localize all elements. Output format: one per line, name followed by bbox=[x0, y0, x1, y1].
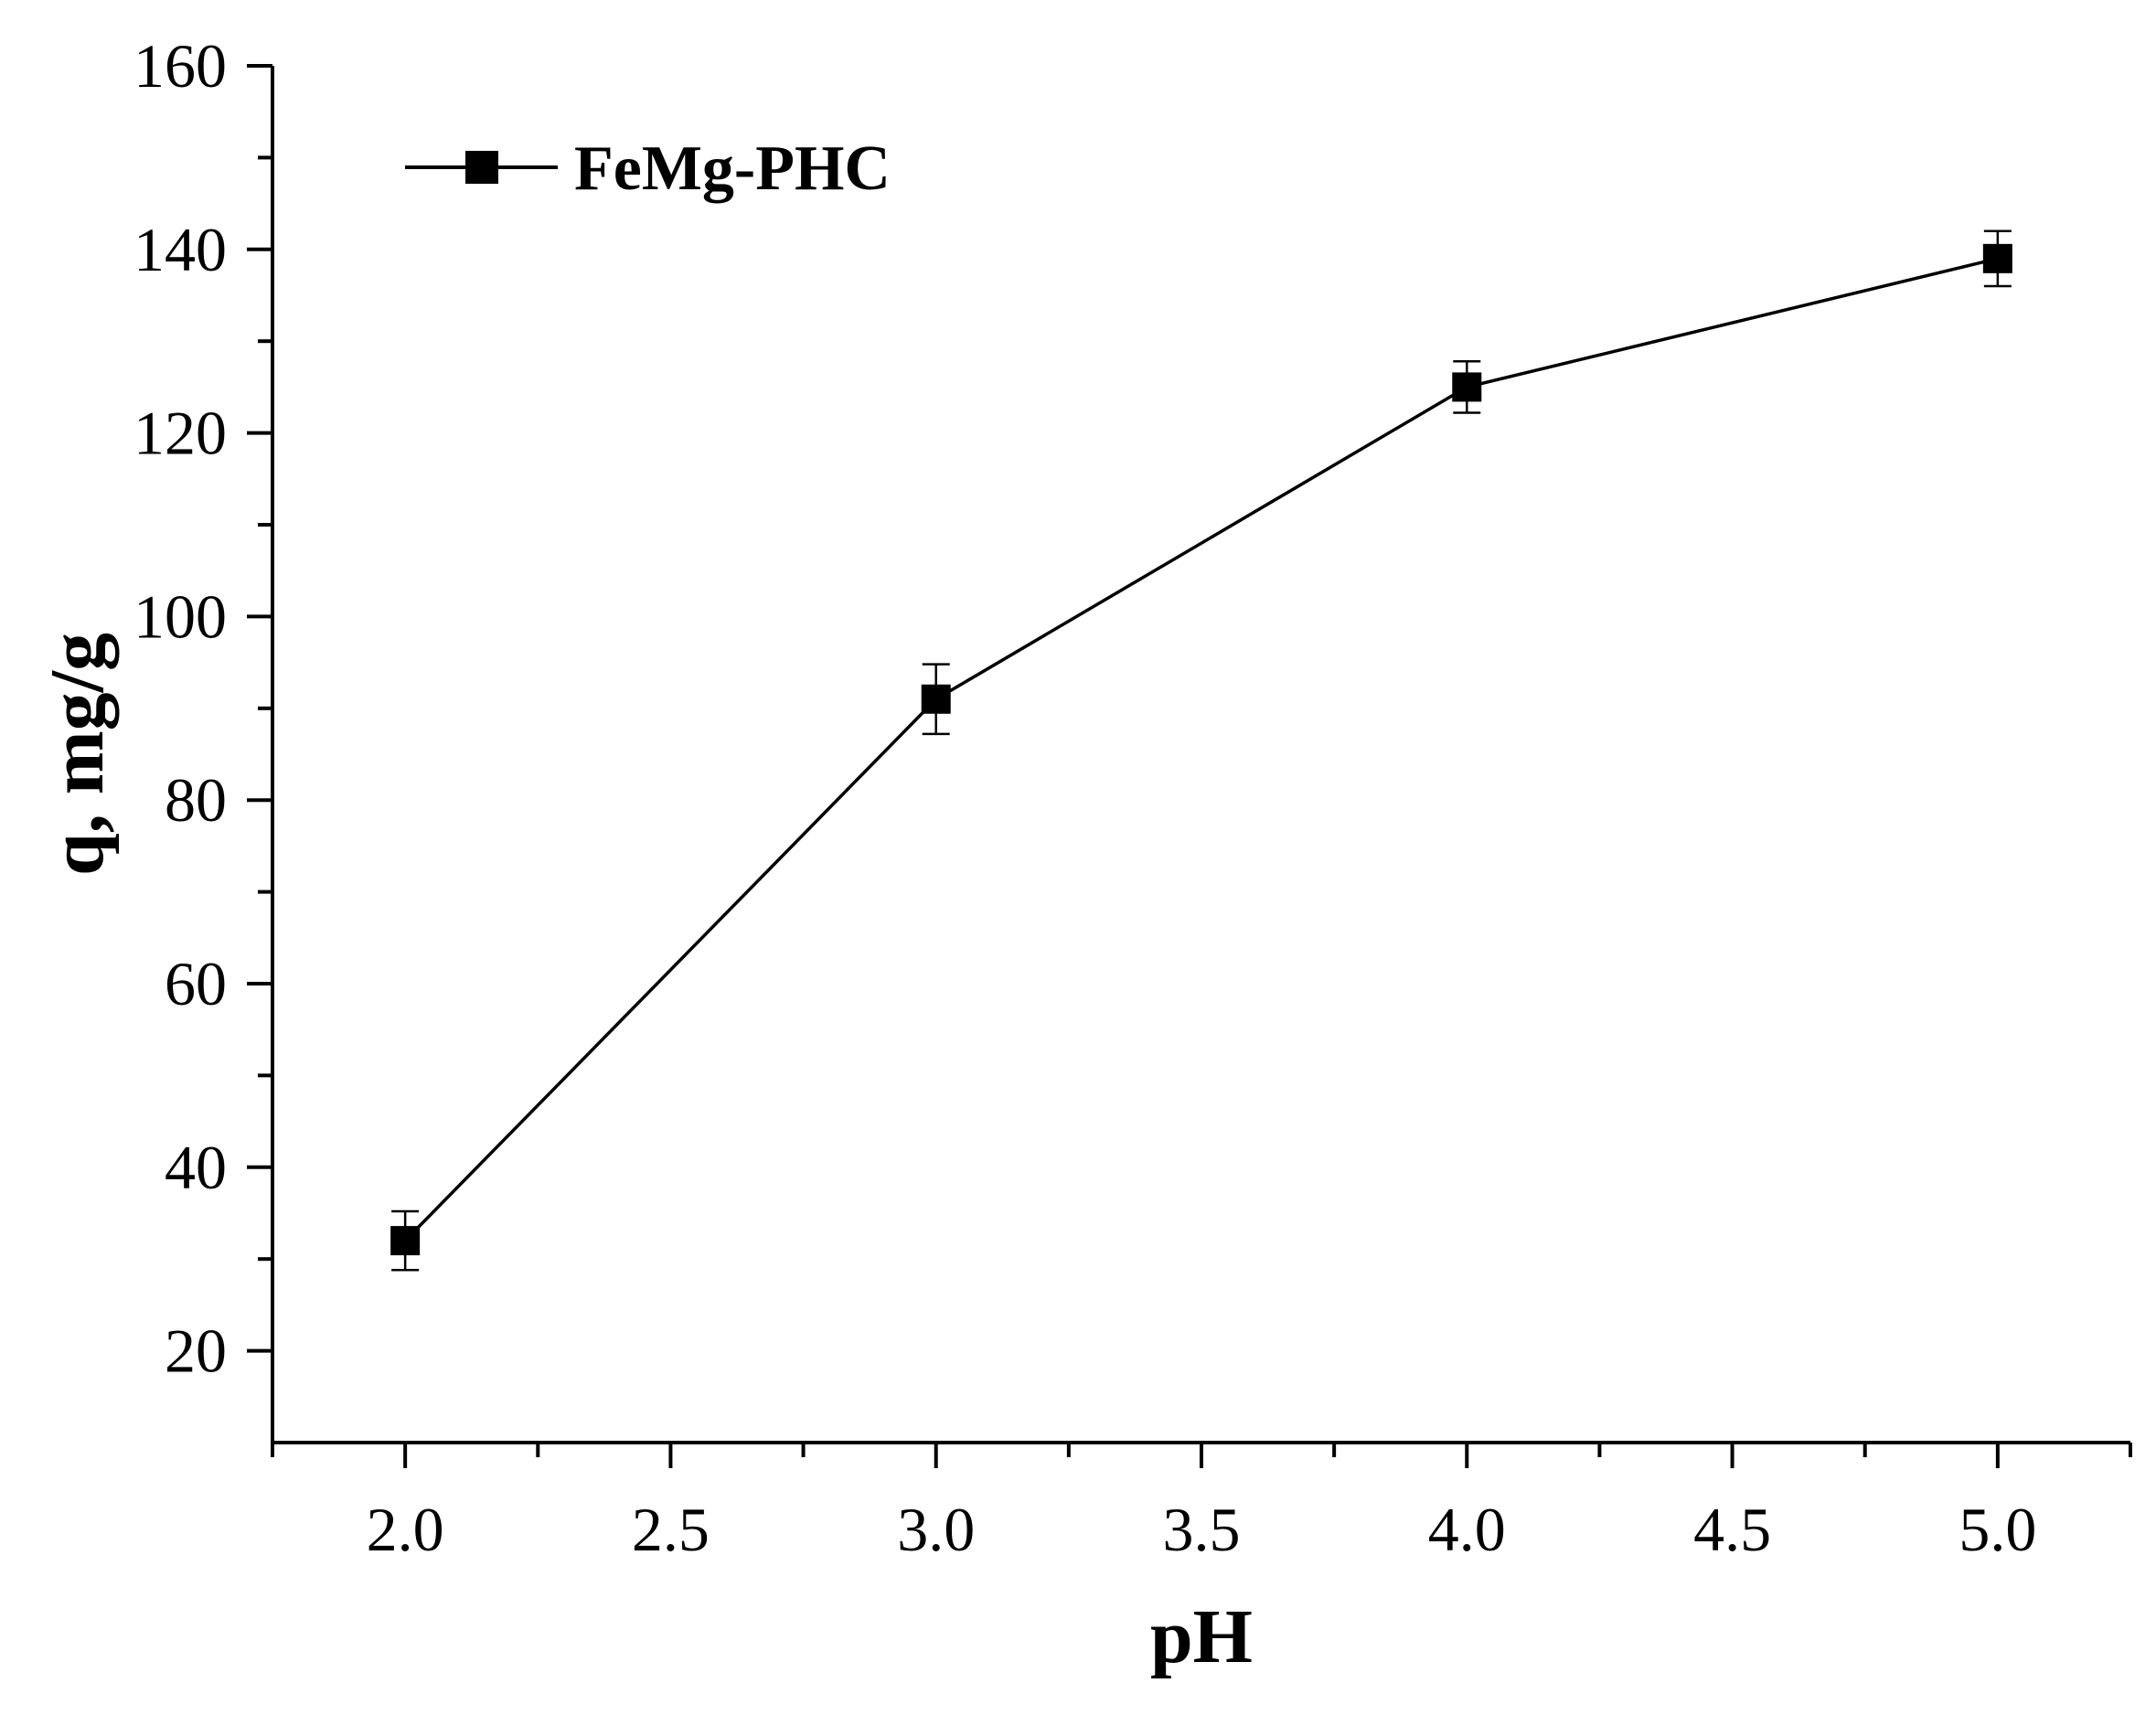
x-tick-label: 4.0 bbox=[1428, 1495, 1506, 1564]
y-tick-label: 80 bbox=[165, 765, 227, 835]
y-tick-label: 120 bbox=[133, 399, 227, 468]
x-tick-label: 2.5 bbox=[632, 1495, 710, 1564]
x-tick-label: 2.0 bbox=[367, 1495, 444, 1564]
y-tick-label: 60 bbox=[165, 949, 227, 1018]
y-ticks: 20 40 60 80 100 120 140 160 bbox=[133, 31, 272, 1386]
x-tick-label: 5.0 bbox=[1959, 1495, 2036, 1564]
legend-marker-square bbox=[465, 151, 498, 184]
data-point-marker bbox=[1452, 372, 1482, 402]
y-tick-label: 100 bbox=[133, 581, 227, 651]
y-tick-label: 140 bbox=[133, 215, 227, 284]
y-tick-label: 40 bbox=[165, 1133, 227, 1202]
y-tick-label: 20 bbox=[165, 1316, 227, 1386]
y-tick-label: 160 bbox=[133, 31, 227, 101]
x-tick-label: 4.5 bbox=[1693, 1495, 1771, 1564]
data-point-marker bbox=[921, 684, 951, 714]
x-ticks: 2.0 2.5 3.0 3.5 4.0 4.5 5.0 bbox=[271, 1443, 2132, 1564]
x-axis-title: pH bbox=[1150, 1594, 1253, 1679]
legend-label: FeMg-PHC bbox=[574, 133, 891, 204]
data-point-marker bbox=[390, 1226, 421, 1256]
y-axis-title: q, mg/g bbox=[35, 633, 120, 876]
legend: FeMg-PHC bbox=[405, 133, 891, 204]
data-point-marker bbox=[1982, 243, 2012, 273]
series-line bbox=[403, 257, 1999, 1242]
series-layer bbox=[390, 229, 2012, 1272]
x-tick-label: 3.5 bbox=[1163, 1495, 1241, 1564]
x-tick-label: 3.0 bbox=[897, 1495, 975, 1564]
